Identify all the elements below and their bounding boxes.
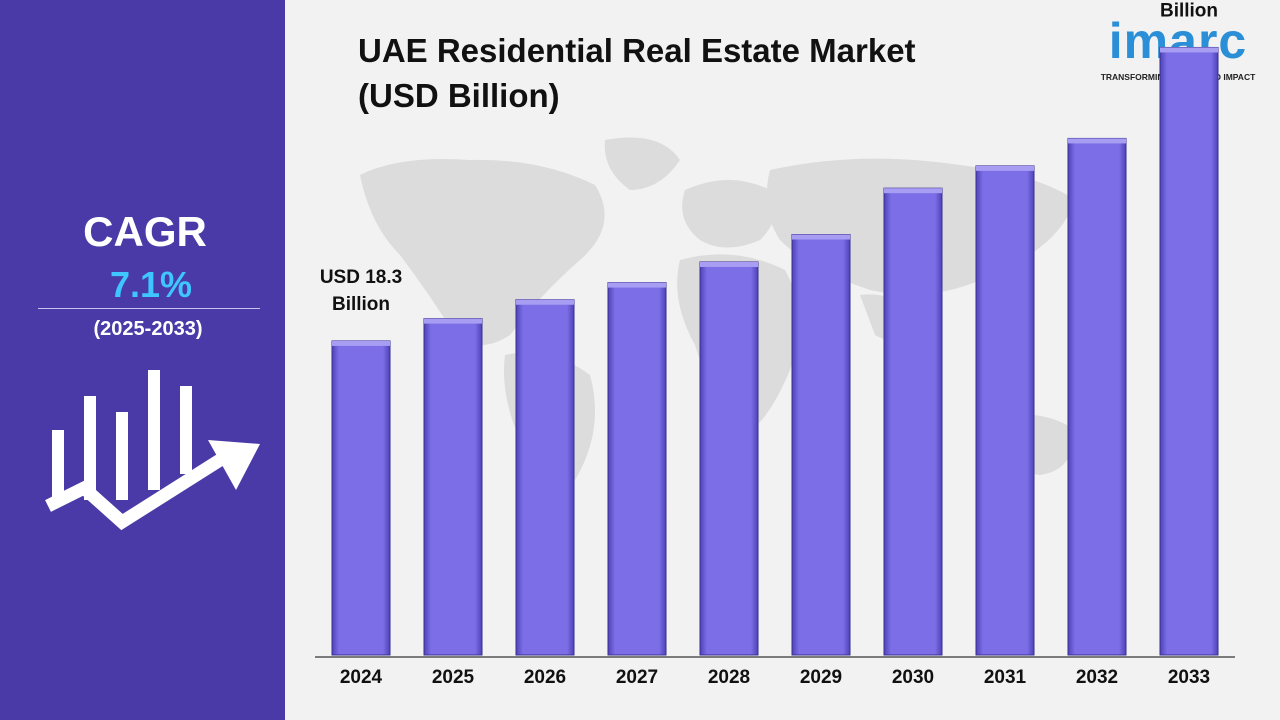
bar-2029 [791, 234, 851, 656]
bar-cap-2026 [516, 299, 574, 305]
cagr-value: 7.1% [109, 264, 193, 305]
x-tick-label: 2025 [432, 667, 475, 688]
bar-2024 [331, 340, 391, 656]
cagr-label: CAGR [83, 208, 207, 255]
x-tick-label: 2029 [800, 667, 842, 688]
data-label-2033: Billion [1160, 0, 1218, 21]
chart-title-line2: (USD Billion) [358, 77, 560, 114]
x-tick-label: 2030 [892, 667, 934, 688]
x-tick-label: 2032 [1076, 667, 1118, 688]
bar-cap-2025 [424, 318, 482, 324]
cagr-divider [38, 308, 260, 309]
x-tick-label: 2026 [524, 667, 566, 688]
bar-2031 [975, 165, 1035, 656]
bar-cap-2029 [792, 234, 850, 240]
data-label-2024: USD 18.3 [320, 267, 402, 288]
bar-2026 [515, 299, 575, 656]
x-tick-label: 2031 [984, 667, 1027, 688]
bar-cap-2030 [884, 188, 942, 194]
growth-chart-arrow-icon [45, 370, 260, 531]
bar-2033 [1159, 46, 1219, 656]
bar-2032 [1067, 137, 1127, 656]
cagr-sidebar: CAGR 7.1% (2025-2033) [0, 0, 285, 720]
bar-cap-2032 [1068, 138, 1126, 144]
bar-cap-2024 [332, 340, 390, 346]
bar-2030 [883, 187, 943, 656]
bar-2025 [423, 318, 483, 656]
x-tick-label: 2024 [340, 667, 383, 688]
bar-2028 [699, 261, 759, 656]
bar-cap-2033 [1160, 47, 1218, 53]
bar-2027 [607, 282, 667, 656]
data-label-2024: Billion [332, 294, 390, 315]
x-tick-label: 2033 [1168, 667, 1210, 688]
bar-cap-2031 [976, 165, 1034, 171]
x-tick-label: 2027 [616, 667, 658, 688]
bar-cap-2027 [608, 282, 666, 288]
bar-cap-2028 [700, 261, 758, 267]
x-tick-label: 2028 [708, 667, 750, 688]
chart-title-line1: UAE Residential Real Estate Market [358, 32, 916, 69]
cagr-period: (2025-2033) [93, 318, 203, 340]
chart-title: UAE Residential Real Estate Market (USD B… [358, 28, 916, 118]
